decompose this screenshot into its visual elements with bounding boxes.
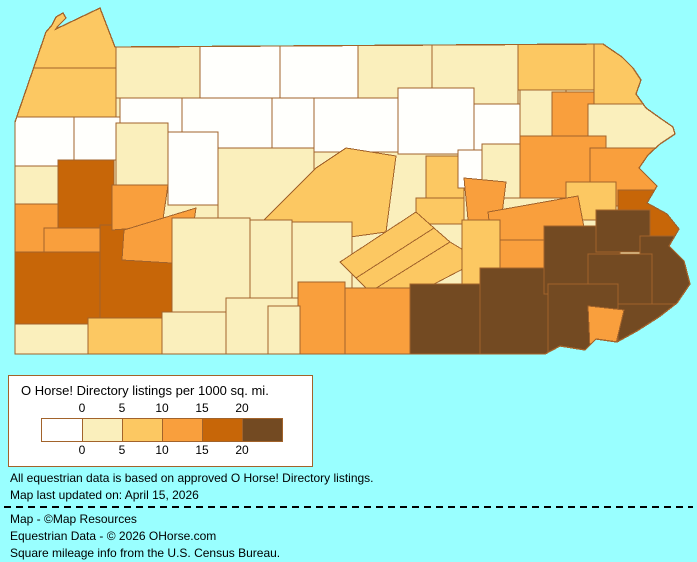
- pennsylvania-county-map: [14, 7, 691, 355]
- county: [271, 97, 315, 151]
- legend-title: O Horse! Directory listings per 1000 sq.…: [21, 383, 269, 398]
- county: [167, 131, 219, 206]
- county: [279, 39, 359, 99]
- legend-swatch: [242, 419, 282, 441]
- legend-tick-label: 15: [195, 401, 209, 415]
- county: [297, 281, 346, 354]
- legend-ticks-top: 0 5 10 15 20: [9, 401, 312, 415]
- state-border: [14, 7, 691, 355]
- county: [199, 39, 281, 99]
- county: [587, 305, 625, 353]
- county: [313, 97, 399, 153]
- legend-swatch: [82, 419, 122, 441]
- legend-swatch: [122, 419, 162, 441]
- county: [115, 39, 201, 99]
- county: [15, 323, 89, 354]
- legend-swatch: [202, 419, 242, 441]
- county: [115, 122, 169, 186]
- legend-swatch: [162, 419, 202, 441]
- county: [344, 287, 411, 354]
- credit-equestrian-data: Equestrian Data - © 2026 OHorse.com: [10, 529, 217, 543]
- legend-tick-label: 10: [155, 443, 169, 457]
- county: [409, 283, 481, 354]
- legend-tick-label: 20: [235, 443, 249, 457]
- county: [15, 67, 117, 118]
- county: [57, 159, 115, 229]
- legend-tick-label: 15: [195, 443, 209, 457]
- county: [15, 116, 75, 167]
- legend-tick-label: 10: [155, 401, 169, 415]
- credit-square-mileage: Square mileage info from the U.S. Census…: [10, 546, 281, 560]
- county: [593, 39, 663, 113]
- dashed-separator: [4, 506, 693, 508]
- legend-ticks-bottom: 0 5 10 15 20: [9, 443, 312, 457]
- county: [267, 305, 301, 354]
- county: [473, 103, 521, 151]
- legend-color-ramp: [41, 418, 283, 442]
- counties-group: [15, 8, 690, 354]
- legend-tick-label: 5: [118, 401, 126, 415]
- county: [479, 267, 551, 354]
- legend-box: O Horse! Directory listings per 1000 sq.…: [8, 375, 313, 467]
- county: [161, 311, 227, 354]
- legend-tick-label: 5: [118, 443, 126, 457]
- legend-swatch: [42, 419, 82, 441]
- county: [517, 39, 603, 91]
- county: [397, 87, 475, 155]
- county: [15, 165, 61, 205]
- note-data-source: All equestrian data is based on approved…: [10, 471, 374, 485]
- county: [617, 303, 681, 349]
- county: [87, 317, 163, 354]
- legend-tick-label: 0: [78, 443, 86, 457]
- legend-tick-label: 0: [78, 401, 86, 415]
- credit-map: Map - ©Map Resources: [10, 512, 137, 526]
- note-last-updated: Map last updated on: April 15, 2026: [10, 488, 199, 502]
- legend-tick-label: 20: [235, 401, 249, 415]
